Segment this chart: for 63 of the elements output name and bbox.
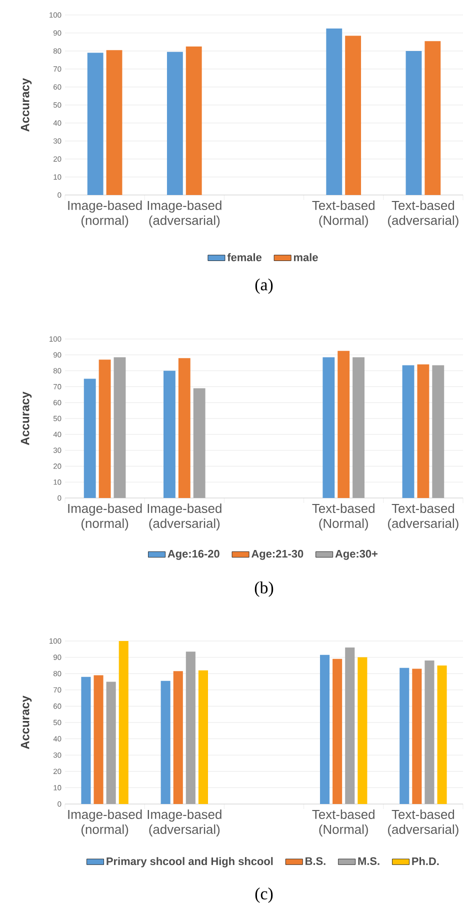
bar xyxy=(94,675,104,804)
y-axis-title: Accuracy xyxy=(20,696,32,750)
x-tick-label: Image-based (adversarial) xyxy=(148,810,222,837)
legend-label: female xyxy=(227,253,262,262)
bar xyxy=(114,357,126,498)
bar xyxy=(98,360,111,498)
bar xyxy=(424,41,441,195)
bar xyxy=(322,357,335,498)
bar xyxy=(163,370,176,498)
bar xyxy=(332,658,342,804)
bar xyxy=(173,671,183,804)
bar xyxy=(193,388,206,498)
bar xyxy=(402,365,414,498)
legend-label: Age:30+ xyxy=(335,550,378,560)
x-tick-label: Image-based (adversarial) xyxy=(148,200,222,228)
legend-label: Ph.D. xyxy=(412,857,439,866)
text: (a) xyxy=(255,278,273,294)
bar xyxy=(84,378,96,498)
text: (b) xyxy=(254,582,274,597)
bar xyxy=(160,680,170,804)
legend-label: male xyxy=(294,253,318,262)
bar xyxy=(412,668,422,804)
x-tick-label: Image-based (normal) xyxy=(68,504,142,531)
x-tick-label: Text-based (Normal) xyxy=(312,504,374,531)
bar xyxy=(166,52,183,195)
x-tick-label: Text-based (adversarial) xyxy=(388,200,458,228)
bar xyxy=(326,28,342,195)
x-tick-label: Text-based (Normal) xyxy=(312,200,374,228)
bar xyxy=(352,357,365,498)
x-tick-label: Text-based (adversarial) xyxy=(388,810,458,837)
bar xyxy=(178,358,190,498)
legend-label: B.S. xyxy=(306,857,326,865)
legend-label: Age:16-20 xyxy=(168,550,220,560)
y-axis-title: Accuracy xyxy=(20,78,32,132)
text: (c) xyxy=(255,888,273,903)
legend-label: Primary shcool and High shcool xyxy=(106,857,273,868)
legend-label: M.S. xyxy=(358,857,380,865)
y-axis-title: Accuracy xyxy=(20,392,32,446)
bar xyxy=(400,668,410,804)
x-tick-label: Image-based (adversarial) xyxy=(148,504,222,531)
bar xyxy=(406,50,422,195)
bar xyxy=(424,660,434,804)
bar xyxy=(186,652,196,804)
x-tick-label: Text-based (adversarial) xyxy=(388,504,458,531)
x-tick-label: Text-based (Normal) xyxy=(312,810,374,837)
bar xyxy=(186,46,202,195)
bar xyxy=(320,654,330,804)
bar xyxy=(198,670,208,804)
bar xyxy=(358,657,368,804)
bar xyxy=(437,665,447,804)
bar xyxy=(106,682,116,804)
bar xyxy=(417,364,430,498)
x-tick-label: Image-based (normal) xyxy=(68,200,142,228)
bar xyxy=(345,648,355,804)
bar xyxy=(87,52,104,195)
x-tick-label: Image-based (normal) xyxy=(68,810,142,837)
bar xyxy=(338,350,350,498)
bar xyxy=(106,50,122,195)
bar xyxy=(81,676,91,804)
bar xyxy=(345,36,362,195)
bar xyxy=(432,365,444,498)
legend-label: Age:21-30 xyxy=(251,550,304,560)
bar xyxy=(118,641,128,804)
